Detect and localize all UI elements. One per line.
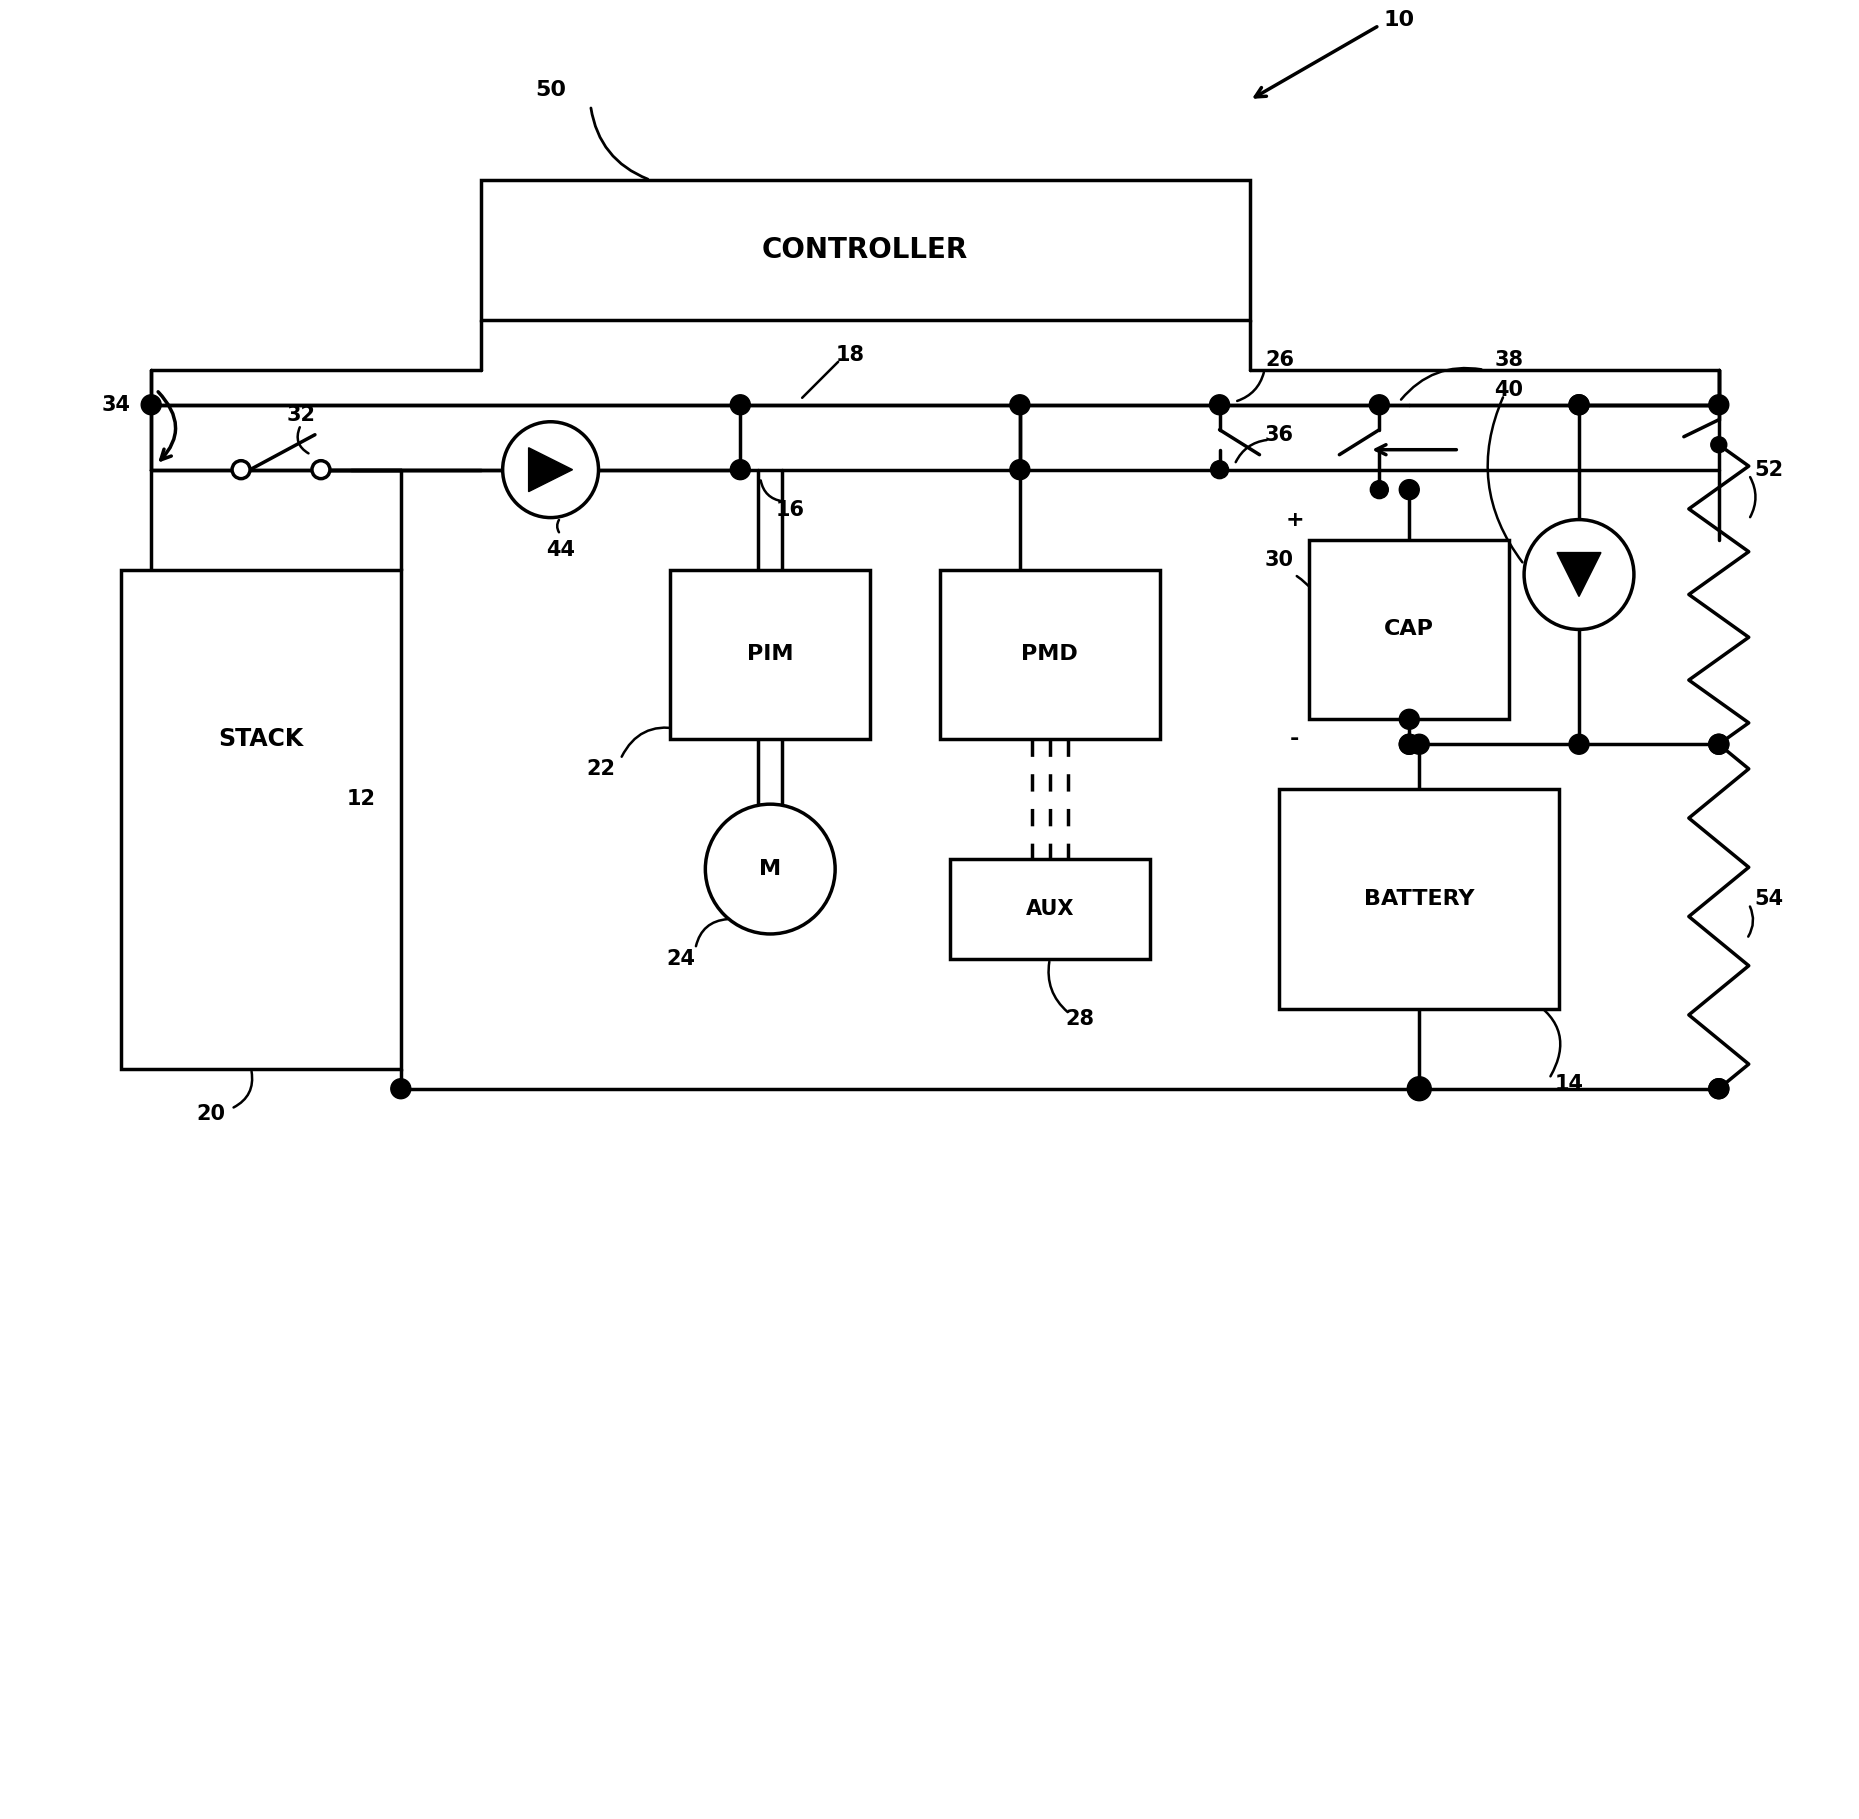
Circle shape (1400, 735, 1418, 755)
Circle shape (1210, 397, 1229, 413)
Circle shape (1409, 1079, 1430, 1099)
Text: 50: 50 (535, 80, 567, 100)
Circle shape (705, 804, 835, 933)
Circle shape (1524, 520, 1634, 629)
Circle shape (1708, 735, 1729, 755)
Bar (950, 859, 1149, 959)
Bar (481, 180, 1249, 320)
Text: PIM: PIM (747, 644, 794, 664)
Circle shape (1370, 480, 1389, 498)
Text: CONTROLLER: CONTROLLER (762, 236, 969, 264)
Text: 24: 24 (666, 950, 695, 970)
Bar (941, 569, 1160, 739)
Circle shape (731, 460, 751, 480)
Text: 16: 16 (775, 500, 805, 520)
Circle shape (1708, 1079, 1729, 1099)
Text: 26: 26 (1264, 349, 1294, 369)
Circle shape (1407, 1077, 1431, 1100)
Circle shape (312, 460, 329, 478)
Circle shape (1708, 735, 1729, 755)
Circle shape (1708, 1079, 1729, 1099)
Text: PMD: PMD (1021, 644, 1078, 664)
Circle shape (232, 460, 251, 478)
Text: STACK: STACK (218, 728, 303, 751)
Circle shape (1710, 437, 1727, 453)
Text: 12: 12 (346, 789, 376, 809)
Circle shape (1400, 480, 1418, 500)
Circle shape (1009, 460, 1030, 480)
Bar (1279, 789, 1560, 1010)
Text: 54: 54 (1755, 889, 1783, 910)
Circle shape (1370, 397, 1389, 413)
Text: 36: 36 (1264, 424, 1294, 444)
Circle shape (1210, 395, 1229, 415)
Polygon shape (1558, 553, 1601, 597)
Circle shape (1569, 395, 1589, 415)
Circle shape (1708, 395, 1729, 415)
Text: 38: 38 (1495, 349, 1524, 369)
Circle shape (1210, 460, 1229, 478)
Circle shape (1370, 395, 1389, 415)
Circle shape (1710, 397, 1727, 413)
Text: 44: 44 (547, 540, 574, 560)
Polygon shape (528, 447, 573, 491)
Circle shape (1569, 735, 1589, 755)
Circle shape (1400, 709, 1418, 729)
Circle shape (1009, 395, 1030, 415)
Text: 34: 34 (102, 395, 130, 415)
Circle shape (731, 395, 751, 415)
Text: +: + (1285, 509, 1303, 529)
Text: 52: 52 (1755, 460, 1783, 480)
Circle shape (1400, 735, 1418, 755)
Text: 28: 28 (1065, 1010, 1095, 1030)
Text: 30: 30 (1264, 549, 1294, 569)
Bar (121, 569, 402, 1070)
Circle shape (141, 395, 162, 415)
Text: 10: 10 (1383, 11, 1415, 31)
Circle shape (502, 422, 599, 518)
Text: AUX: AUX (1026, 899, 1075, 919)
Text: 40: 40 (1495, 380, 1524, 400)
Text: -: - (1290, 729, 1299, 749)
Bar (1309, 540, 1510, 719)
Text: BATTERY: BATTERY (1365, 889, 1474, 910)
Text: CAP: CAP (1385, 620, 1433, 640)
Text: 22: 22 (586, 759, 615, 779)
Text: 14: 14 (1554, 1073, 1584, 1093)
Circle shape (1569, 395, 1589, 415)
Circle shape (1409, 735, 1430, 755)
Text: M: M (758, 859, 781, 879)
Text: 18: 18 (837, 346, 864, 366)
Circle shape (390, 1079, 411, 1099)
Text: 20: 20 (197, 1104, 225, 1124)
Text: 32: 32 (286, 406, 316, 426)
Bar (671, 569, 870, 739)
